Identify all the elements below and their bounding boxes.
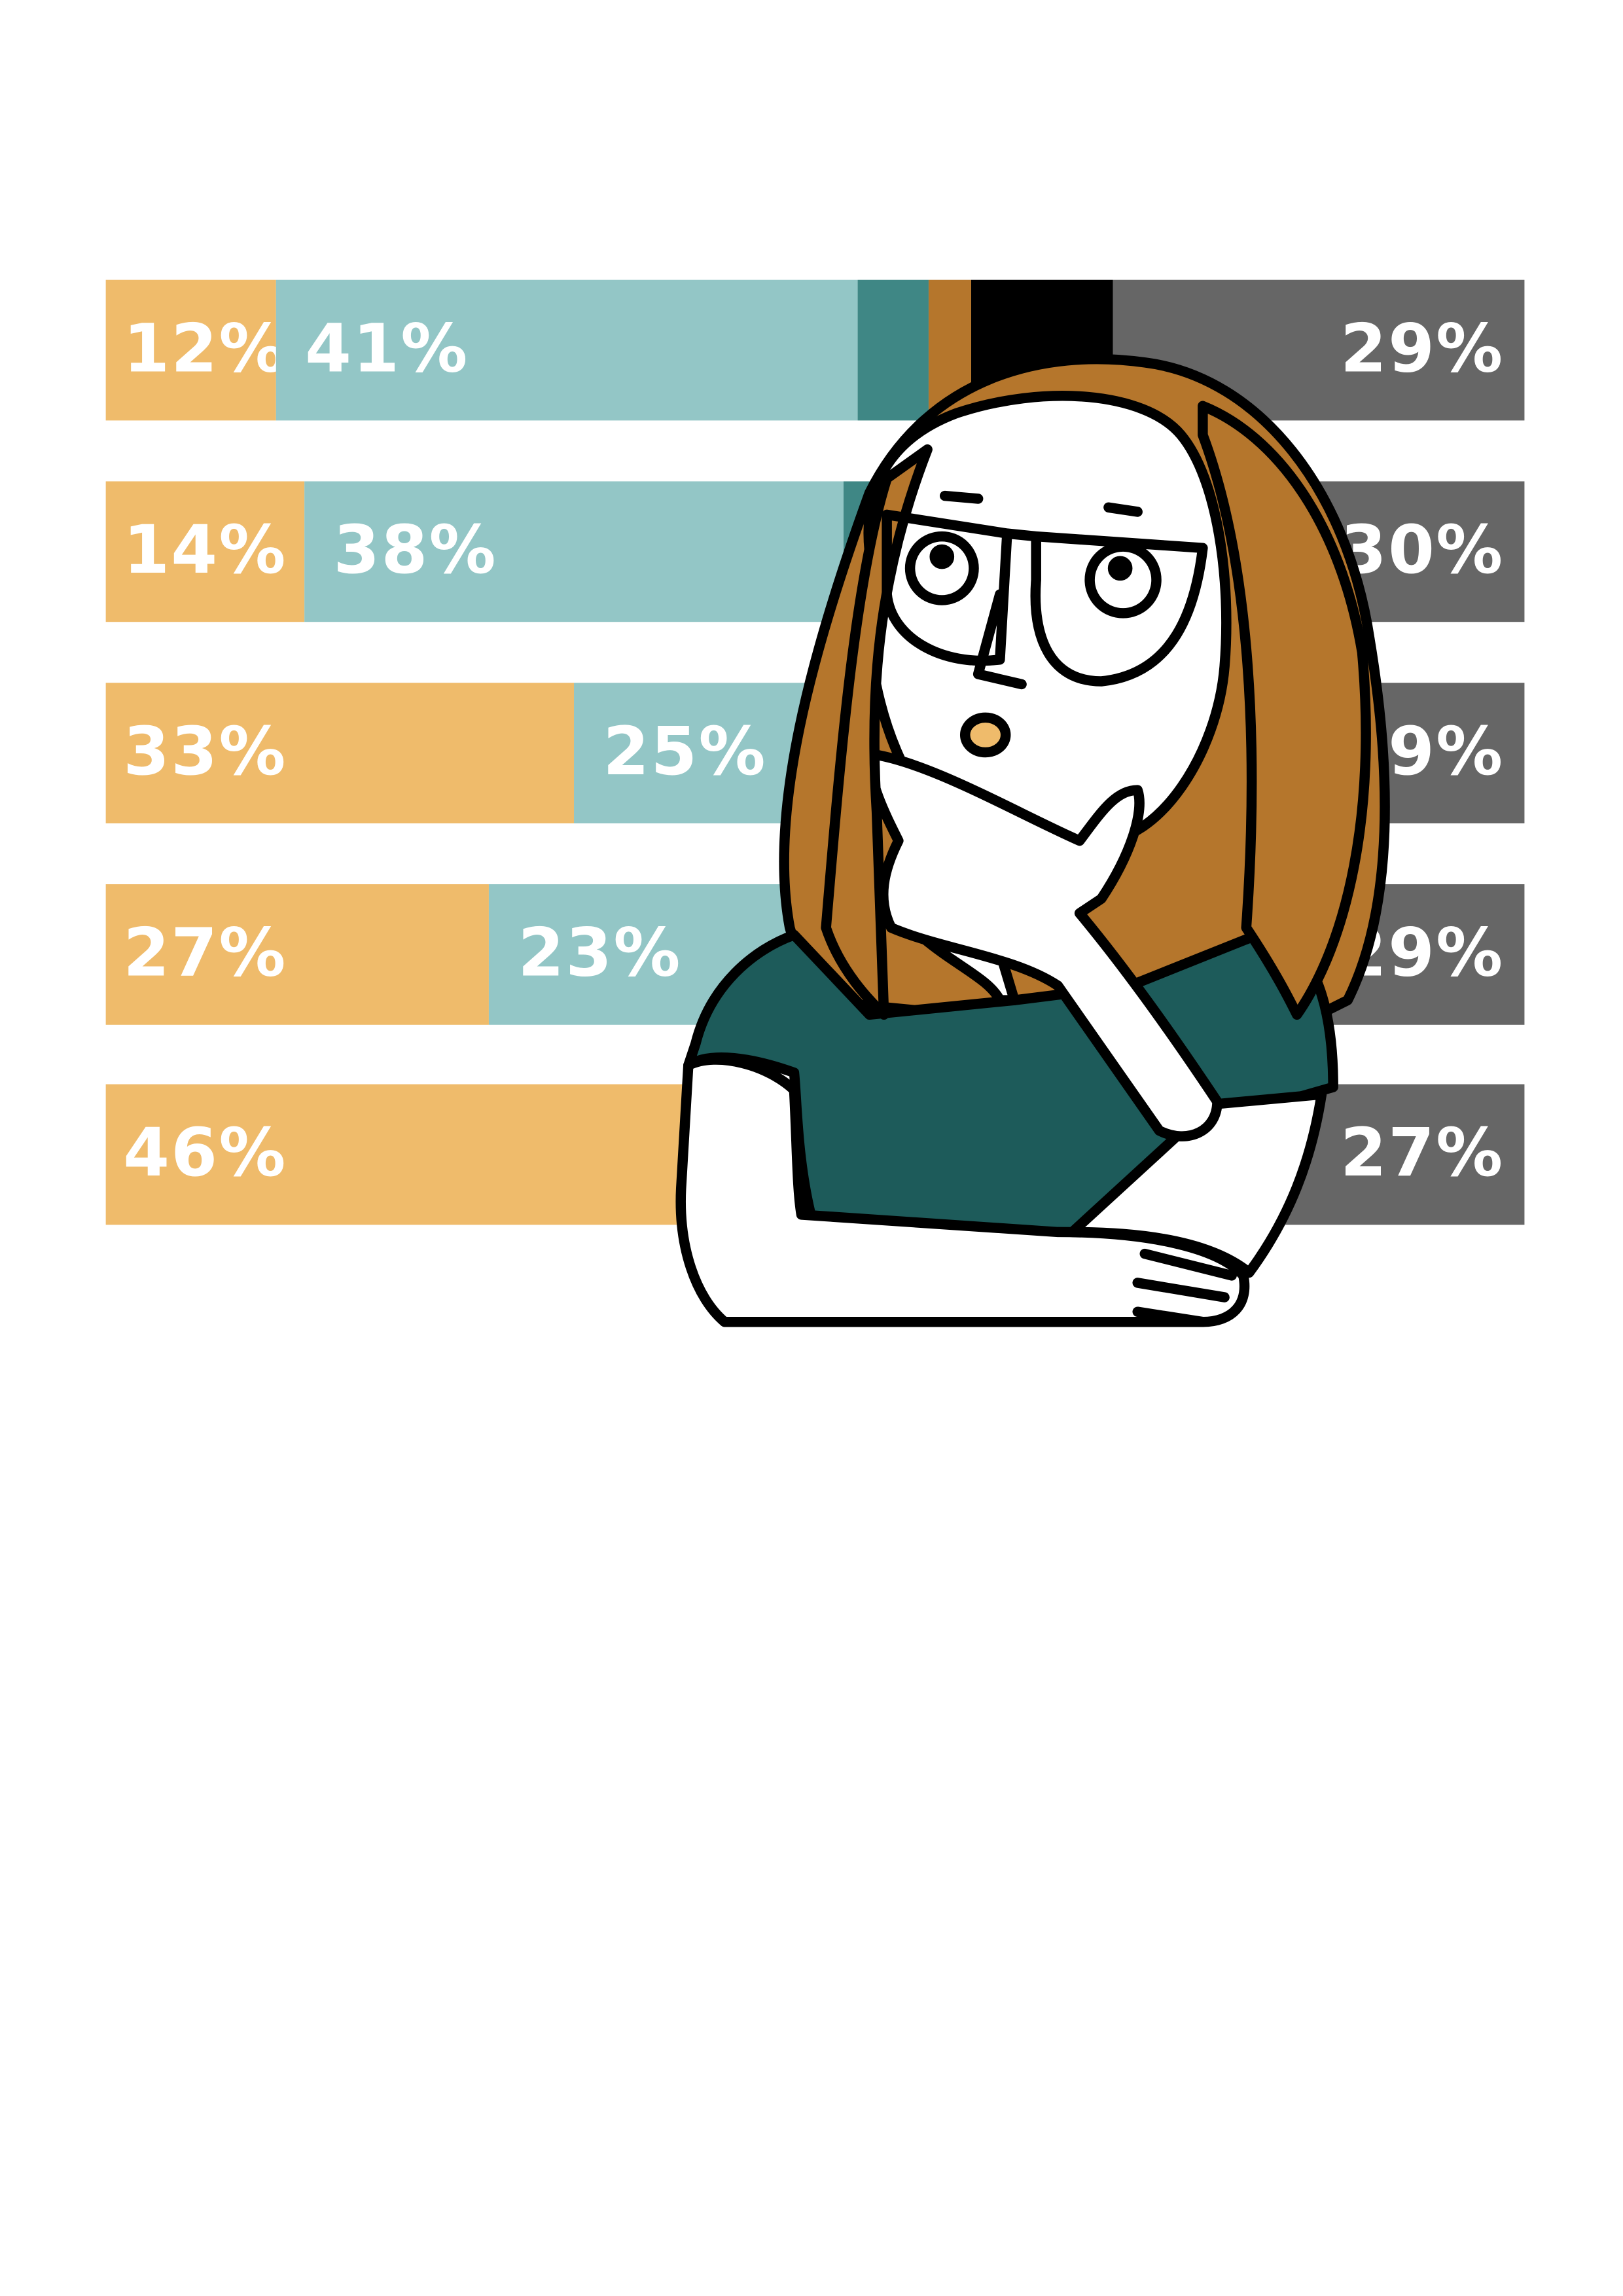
value-label: 29% (1340, 310, 1504, 387)
bar-segment (105, 683, 575, 823)
value-label: 38% (333, 511, 497, 589)
bar-segment (857, 279, 929, 421)
features (939, 490, 1143, 690)
value-label: 46% (123, 1114, 287, 1192)
bar-segment (105, 279, 276, 421)
value-label: 23% (518, 914, 681, 992)
pupil (929, 544, 955, 569)
value-label: 41% (305, 310, 469, 387)
hair-right (1198, 401, 1371, 1020)
bar-segment (276, 279, 858, 421)
value-label: 14% (123, 511, 287, 589)
value-label: 30% (1340, 511, 1504, 589)
fingers (1132, 1248, 1237, 1327)
value-label: 12% (123, 310, 287, 387)
bar-segment (105, 1084, 758, 1225)
illustration (675, 353, 1390, 1327)
bar-segment (105, 481, 305, 622)
value-label: 33% (123, 713, 287, 791)
mouth (959, 712, 1011, 758)
glasses (882, 509, 1208, 687)
value-label: 27% (1340, 1114, 1504, 1192)
bar-segment (105, 884, 489, 1025)
bar-segment (304, 481, 844, 622)
value-label: 27% (123, 914, 287, 992)
pupil (1107, 556, 1133, 581)
upper-arm (1067, 1089, 1327, 1278)
value-label: 25% (603, 713, 766, 791)
